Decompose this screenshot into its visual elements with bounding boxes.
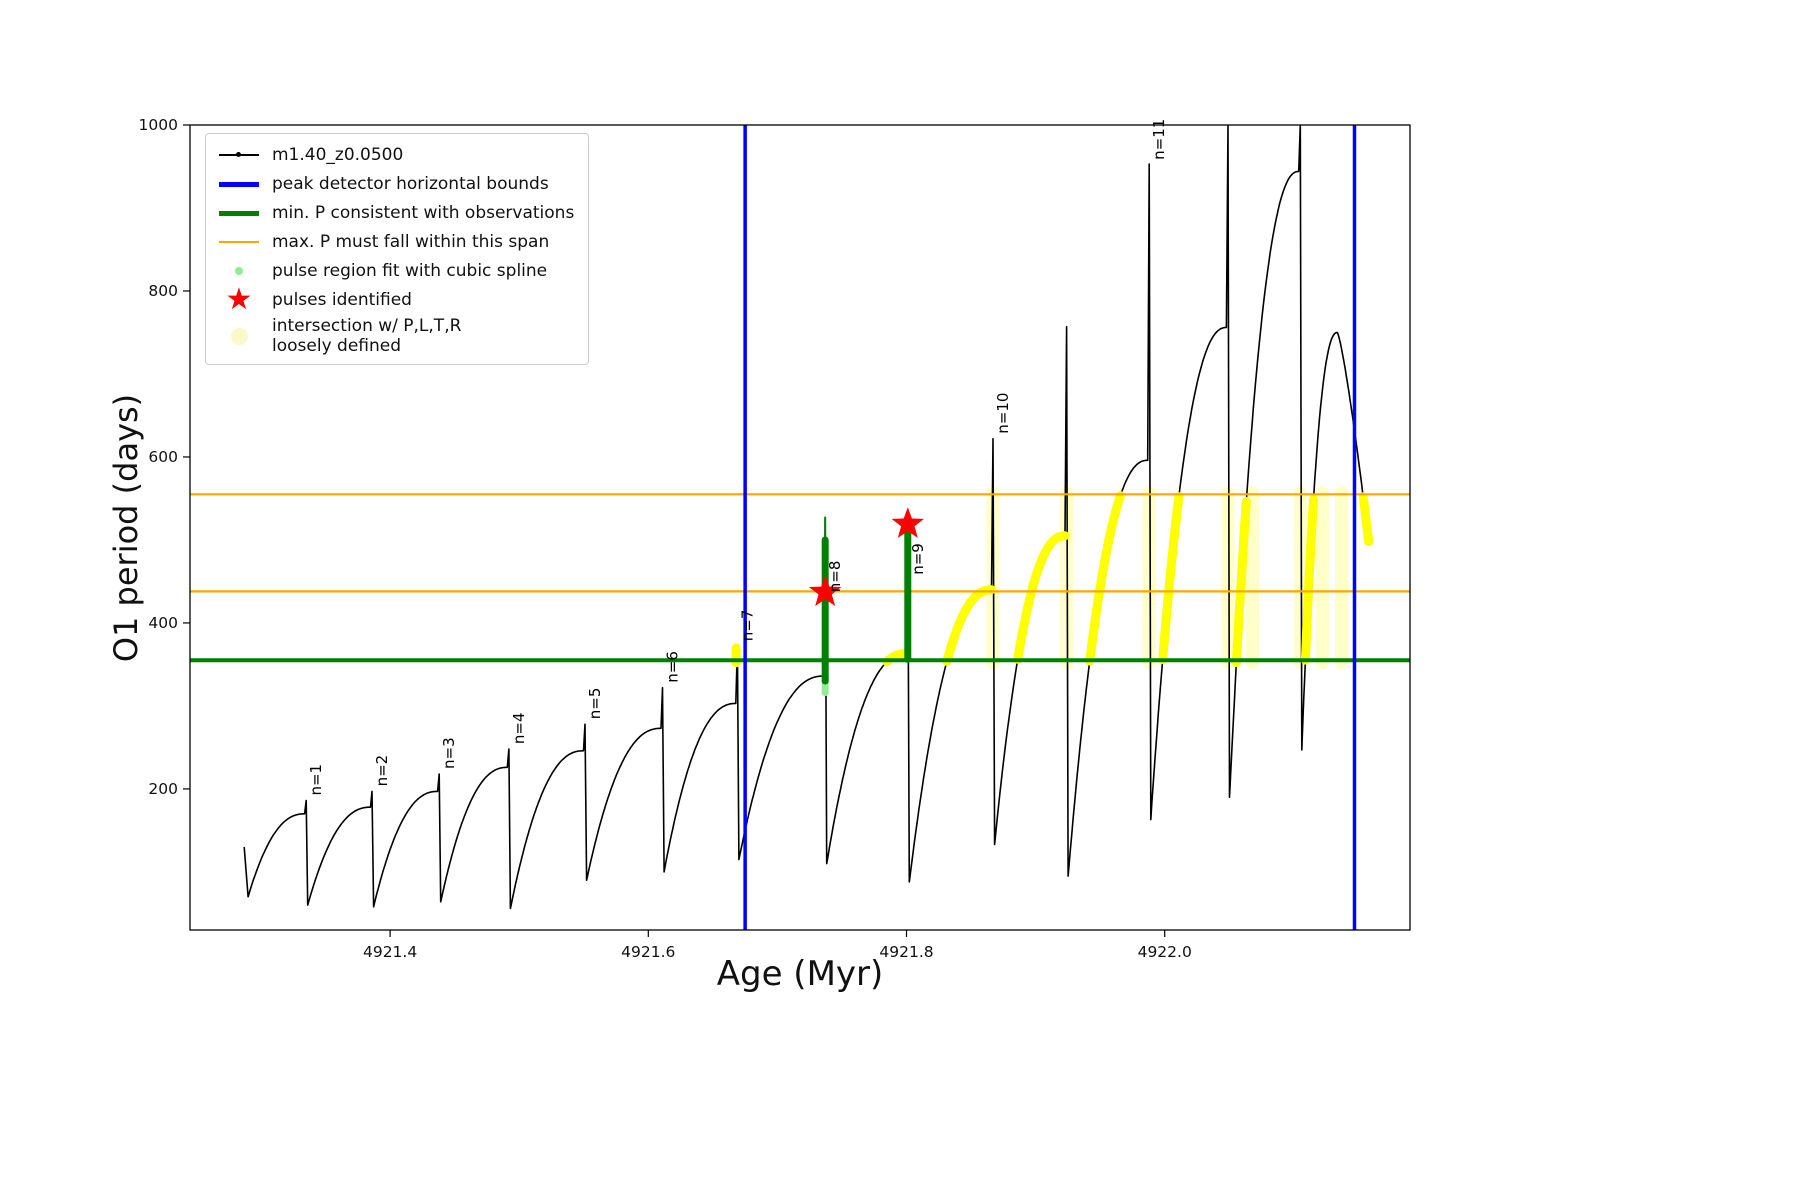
y-tick-label: 800 <box>148 282 178 300</box>
intersection-overlay <box>1158 492 1184 665</box>
intersection-overlay <box>1358 492 1374 547</box>
pulse-number-label: n=3 <box>440 737 458 769</box>
bound-line-icon <box>216 181 262 187</box>
y-tick-label: 600 <box>148 448 178 466</box>
intersection-overlay <box>1085 491 1125 666</box>
pulse-number-label: n=2 <box>373 755 391 787</box>
legend-entry: min. P consistent with observations <box>216 200 574 226</box>
x-tick-label: 4922.0 <box>1138 943 1192 961</box>
legend-label: max. P must fall within this span <box>272 231 550 252</box>
x-axis-title: Age (Myr) <box>716 954 884 994</box>
intersection-overlay <box>942 585 996 666</box>
axes-spines <box>189 124 1411 931</box>
x-tick-label: 4921.4 <box>363 943 417 961</box>
spline-dot-icon <box>216 267 262 275</box>
series-curve <box>243 125 1370 910</box>
x-tick-label: 4921.6 <box>621 943 675 961</box>
x-tick-label: 4921.8 <box>879 943 933 961</box>
y-tick-label: 400 <box>148 614 178 632</box>
pulse-number-label: n=5 <box>586 688 604 720</box>
legend-label: peak detector horizontal bounds <box>272 173 549 194</box>
pulse-star-icon: ★ <box>225 282 253 317</box>
series-line-icon <box>216 152 262 157</box>
pulse-number-label: n=11 <box>1150 119 1168 160</box>
y-tick-label: 200 <box>148 780 178 798</box>
intersection-overlay <box>1300 495 1318 665</box>
pulse-number-label: n=9 <box>909 543 927 575</box>
pulse-number-label: n=4 <box>510 712 528 744</box>
pulse-number-label: n=6 <box>664 651 682 683</box>
legend-entry: ★ pulses identified <box>216 282 574 317</box>
legend-entry: peak detector horizontal bounds <box>216 171 574 197</box>
intersection-overlay <box>1013 531 1070 664</box>
bound-line-icon <box>216 210 262 216</box>
pulse-star-icon <box>891 507 924 538</box>
pulse-number-label: n=10 <box>994 393 1012 434</box>
legend-entry: m1.40_z0.0500 <box>216 142 574 168</box>
intersection-dot-icon <box>216 327 262 345</box>
legend-label: min. P consistent with observations <box>272 202 575 223</box>
y-tick-label: 1000 <box>139 116 178 134</box>
legend-label: pulses identified <box>272 289 412 310</box>
y-axis-title: O1 period (days) <box>107 393 145 663</box>
legend-label: pulse region fit with cubic spline <box>272 260 548 281</box>
pulse-number-label: n=7 <box>738 610 756 642</box>
legend-entry: intersection w/ P,L,T,R loosely defined <box>216 316 574 356</box>
legend-label: m1.40_z0.0500 <box>272 144 404 165</box>
span-line-icon <box>216 241 262 243</box>
legend-entry: max. P must fall within this span <box>216 229 574 255</box>
legend-label: intersection w/ P,L,T,R loosely defined <box>272 316 462 357</box>
pulse-number-label: n=1 <box>307 764 325 796</box>
pulse-number-label: n=8 <box>826 561 844 593</box>
pulse-star-icon <box>809 575 842 606</box>
intersection-overlay <box>1231 497 1251 668</box>
legend-entry: pulse region fit with cubic spline <box>216 258 574 284</box>
